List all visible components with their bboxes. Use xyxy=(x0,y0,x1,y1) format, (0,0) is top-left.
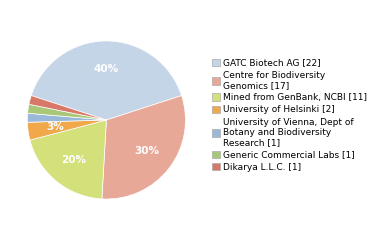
Wedge shape xyxy=(27,120,106,140)
Wedge shape xyxy=(29,96,106,120)
Text: 30%: 30% xyxy=(135,146,160,156)
Wedge shape xyxy=(27,113,106,122)
Wedge shape xyxy=(28,104,106,120)
Legend: GATC Biotech AG [22], Centre for Biodiversity
Genomics [17], Mined from GenBank,: GATC Biotech AG [22], Centre for Biodive… xyxy=(210,57,369,174)
Wedge shape xyxy=(30,120,106,199)
Text: 3%: 3% xyxy=(47,122,65,132)
Text: 20%: 20% xyxy=(62,155,86,165)
Text: 40%: 40% xyxy=(94,64,119,74)
Wedge shape xyxy=(31,41,182,120)
Wedge shape xyxy=(102,96,185,199)
